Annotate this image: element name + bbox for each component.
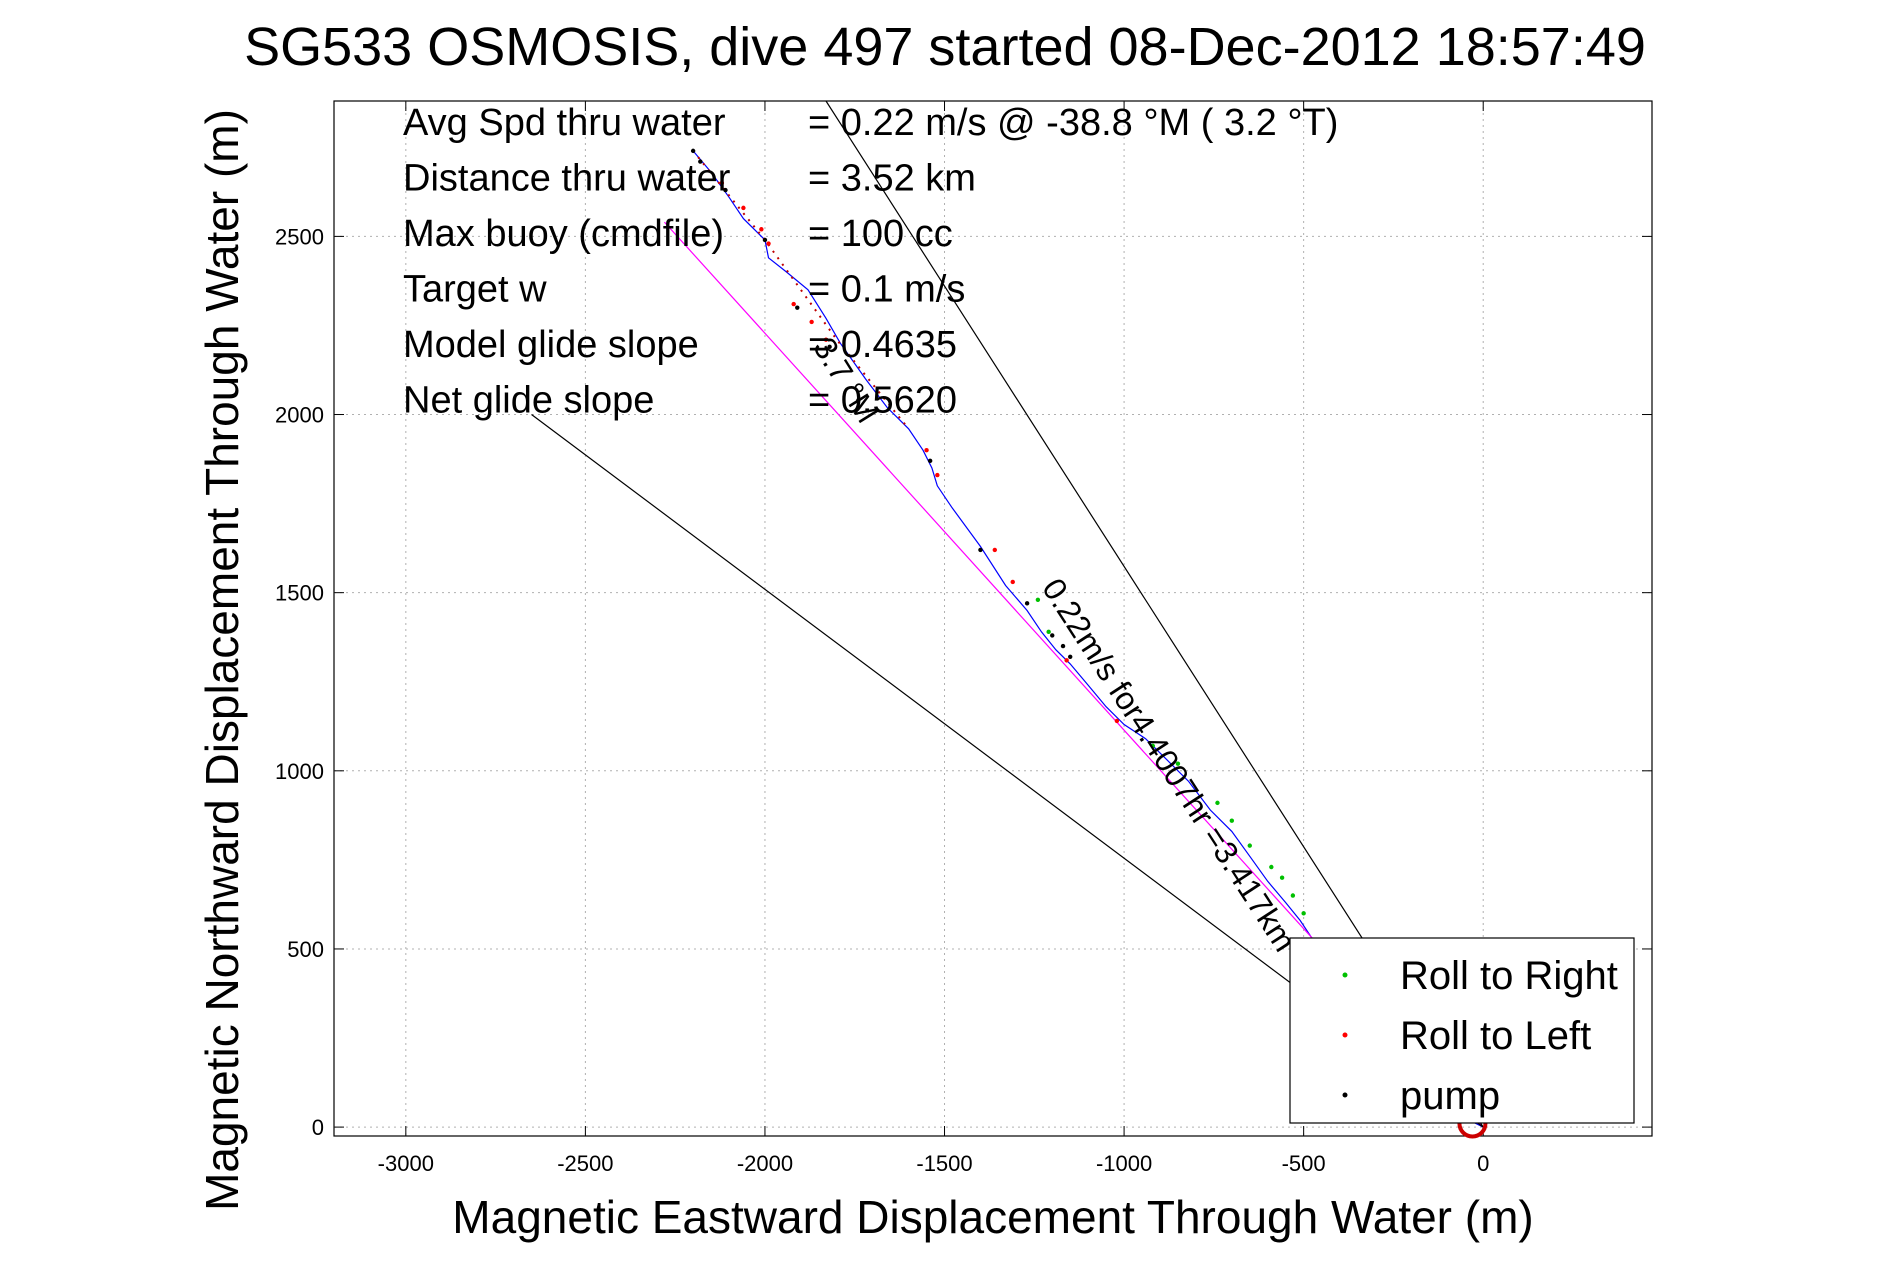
pump-marker bbox=[1024, 601, 1030, 606]
roll-right-marker bbox=[1290, 893, 1296, 898]
y-tick-label: 500 bbox=[287, 937, 324, 962]
stat-label: Model glide slope bbox=[403, 324, 699, 366]
legend-marker bbox=[1342, 972, 1348, 978]
x-tick-label: -1500 bbox=[916, 1151, 972, 1176]
stat-label: Distance thru water bbox=[403, 158, 731, 200]
stat-value: = 0.22 m/s @ -38.8 °M ( 3.2 °T) bbox=[808, 102, 1338, 144]
x-tick-label: -2000 bbox=[737, 1151, 793, 1176]
x-tick-label: -500 bbox=[1282, 1151, 1326, 1176]
stat-value: = 0.1 m/s bbox=[808, 269, 965, 311]
pump-marker bbox=[795, 305, 800, 310]
pump-marker bbox=[690, 148, 696, 154]
stat-label: Avg Spd thru water bbox=[403, 102, 726, 144]
roll-left-marker bbox=[759, 227, 764, 232]
pump-marker bbox=[856, 398, 861, 403]
stat-label: Target w bbox=[403, 269, 547, 311]
roll-left-marker bbox=[741, 205, 746, 211]
stat-value: = 0.5620 bbox=[808, 380, 957, 422]
legend-label: Roll to Left bbox=[1400, 1014, 1591, 1058]
legend-label: pump bbox=[1400, 1074, 1500, 1118]
roll-right-marker bbox=[1150, 743, 1156, 749]
roll-right-marker bbox=[1247, 843, 1252, 848]
legend: Roll to Right Roll to Left pump bbox=[1289, 937, 1635, 1124]
pump-marker bbox=[1050, 633, 1055, 638]
pump-marker bbox=[698, 159, 703, 164]
roll-left-marker bbox=[924, 447, 929, 453]
y-tick-label: 2500 bbox=[275, 224, 324, 249]
pump-marker bbox=[927, 458, 933, 464]
roll-right-marker bbox=[1035, 597, 1041, 602]
legend-label: Roll to Right bbox=[1400, 954, 1618, 998]
roll-left-marker bbox=[935, 472, 940, 478]
chart-title: SG533 OSMOSIS, dive 497 started 08-Dec-2… bbox=[244, 17, 1646, 77]
roll-right-marker bbox=[1215, 800, 1220, 806]
y-axis-label: Magnetic Northward Displacement Through … bbox=[196, 109, 248, 1211]
stat-value: = 3.52 km bbox=[808, 158, 976, 200]
roll-left-marker bbox=[719, 180, 725, 186]
roll-right-marker bbox=[1046, 629, 1051, 635]
roll-right-marker bbox=[1301, 911, 1306, 916]
legend-box bbox=[1289, 937, 1635, 1124]
stat-value: = 0.4635 bbox=[808, 324, 957, 366]
roll-left-marker bbox=[1114, 718, 1120, 724]
roll-left-marker bbox=[809, 319, 814, 325]
roll-right-marker bbox=[1269, 864, 1274, 870]
legend-marker bbox=[1342, 1032, 1348, 1038]
y-tick-label: 0 bbox=[312, 1115, 324, 1140]
pump-marker bbox=[1068, 654, 1073, 660]
ticks: -3000 -2500 -2000 -1500 -1000 -500 0 0 500 1000 15… bbox=[275, 101, 1652, 1176]
roll-left-marker bbox=[791, 301, 796, 307]
x-tick-label: -2500 bbox=[557, 1151, 613, 1176]
legend-marker bbox=[1342, 1092, 1348, 1098]
x-tick-label: 0 bbox=[1477, 1151, 1489, 1176]
stat-label: Max buoy (cmdfile) bbox=[403, 213, 724, 255]
pump-marker bbox=[1060, 643, 1066, 649]
stats-block: Avg Spd thru water = 0.22 m/s @ -38.8 °M … bbox=[403, 102, 1338, 422]
roll-right-marker bbox=[1279, 875, 1285, 880]
series-line-track-dotted bbox=[692, 150, 910, 430]
stat-value: = 100 cc bbox=[808, 213, 953, 255]
y-tick-label: 2000 bbox=[275, 403, 324, 428]
x-tick-label: -3000 bbox=[378, 1151, 434, 1176]
y-tick-label: 1000 bbox=[275, 759, 324, 784]
pump-marker bbox=[723, 187, 728, 193]
y-tick-label: 1500 bbox=[275, 581, 324, 606]
stat-label: Net glide slope bbox=[403, 380, 654, 422]
roll-left-marker bbox=[992, 547, 997, 553]
roll-left-marker bbox=[1064, 658, 1069, 663]
roll-left-marker bbox=[1010, 579, 1015, 585]
roll-left-marker bbox=[823, 337, 829, 342]
roll-right-marker bbox=[1229, 818, 1235, 823]
pump-marker bbox=[827, 344, 832, 350]
x-axis-label: Magnetic Eastward Displacement Through W… bbox=[452, 1191, 1533, 1243]
x-tick-label: -1000 bbox=[1096, 1151, 1152, 1176]
pump-marker bbox=[762, 237, 768, 243]
roll-left-marker bbox=[766, 241, 771, 246]
roll-right-marker bbox=[1175, 761, 1181, 766]
pump-marker bbox=[978, 547, 983, 553]
